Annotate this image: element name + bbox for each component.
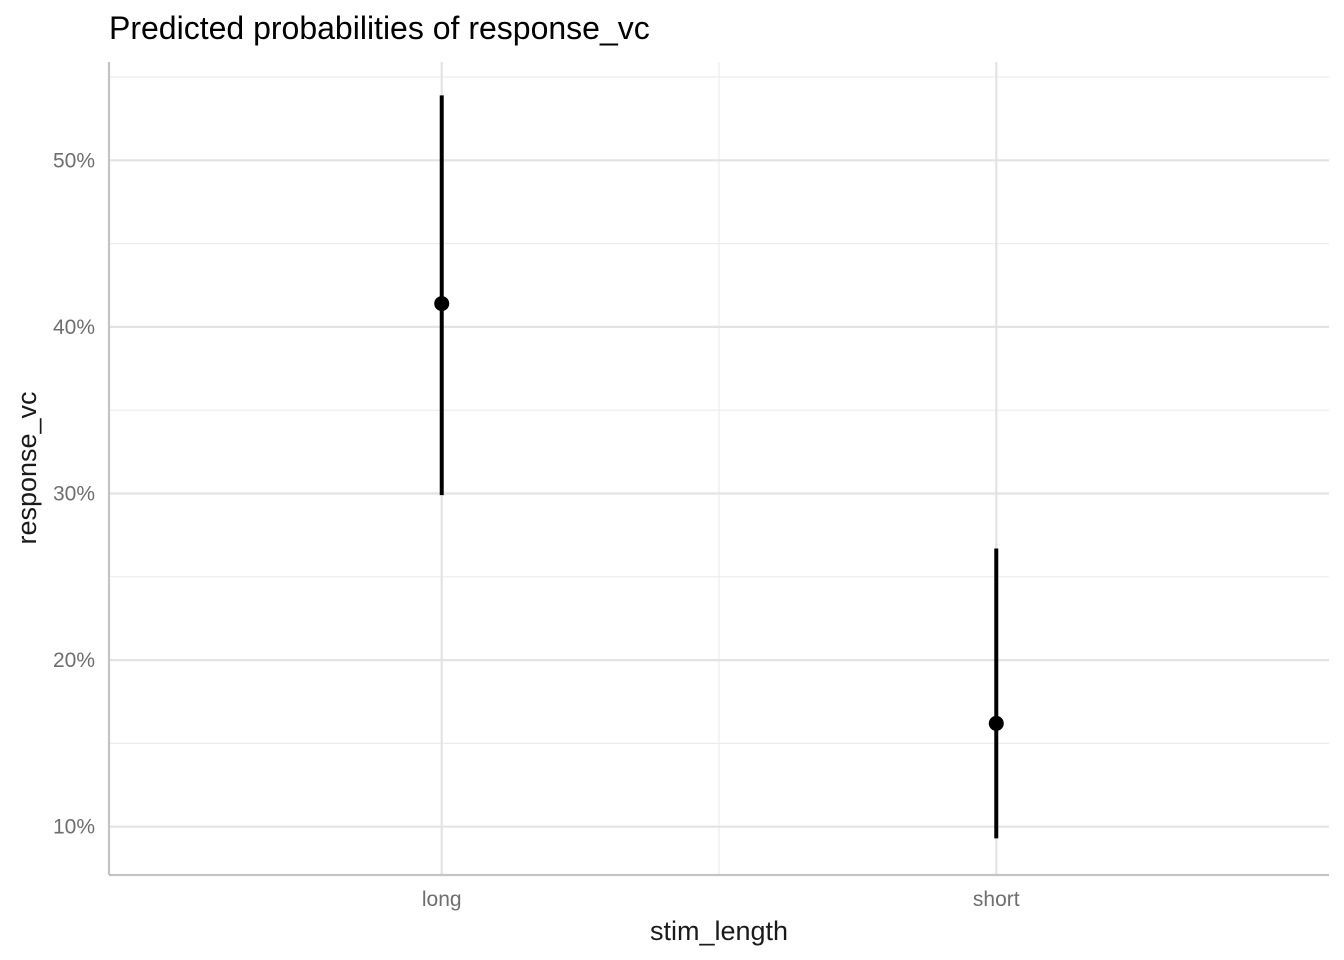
x-tick-label: short <box>973 888 1020 911</box>
data-point <box>434 296 450 312</box>
y-axis-title: response_vc <box>12 391 42 544</box>
chart-title: Predicted probabilities of response_vc <box>109 10 650 46</box>
y-tick-labels: 10% 20% 30% 40% 50% <box>53 149 95 838</box>
x-tick-label: long <box>422 888 462 911</box>
data-point <box>988 715 1004 731</box>
y-tick-label: 10% <box>53 816 95 839</box>
y-tick-label: 50% <box>53 149 95 172</box>
data-marks <box>434 95 1004 839</box>
y-tick-label: 30% <box>53 482 95 505</box>
x-axis-title: stim_length <box>650 916 788 946</box>
major-gridlines-y <box>109 159 1329 828</box>
y-tick-label: 20% <box>53 649 95 672</box>
y-tick-label: 40% <box>53 316 95 339</box>
x-tick-labels: long short <box>422 888 1020 911</box>
